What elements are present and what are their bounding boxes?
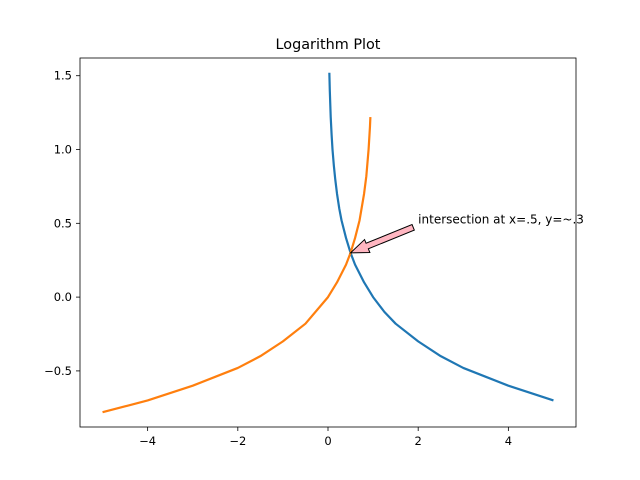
y-tick-label: 0.0 (54, 290, 72, 304)
x-tick-label: 0 (324, 434, 331, 448)
series-line-2 (102, 116, 372, 414)
x-tick-label: 4 (505, 434, 512, 448)
x-axis: −4 −2 0 2 4 (139, 427, 512, 448)
chart-title: Logarithm Plot (276, 37, 381, 53)
annotation-layer: intersection at x=.5, y=~.3 (349, 212, 584, 254)
annotation-label: intersection at x=.5, y=~.3 (418, 212, 584, 226)
y-tick-label: 0.5 (54, 216, 72, 230)
series-line-1 (328, 72, 554, 402)
x-tick-label: −2 (229, 434, 246, 448)
series-layer (102, 72, 554, 414)
y-tick-label: 1.0 (54, 143, 72, 157)
y-axis: −0.5 0.0 0.5 1.0 1.5 (44, 69, 80, 378)
y-tick-label: −0.5 (44, 364, 72, 378)
x-tick-label: −4 (139, 434, 156, 448)
annotation-arrow (349, 223, 415, 254)
y-tick-label: 1.5 (54, 69, 72, 83)
x-tick-label: 2 (415, 434, 422, 448)
